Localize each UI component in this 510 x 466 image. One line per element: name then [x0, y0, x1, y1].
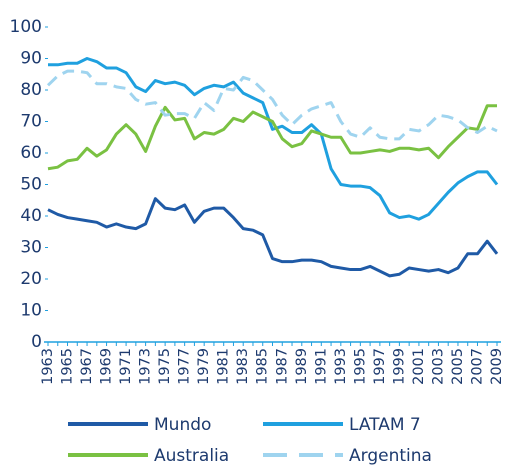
x-tick-label: 1995 — [352, 348, 368, 385]
x-tick-label: 1971 — [118, 348, 134, 385]
x-tick-label: 2009 — [489, 348, 505, 385]
x-tick-label: 1989 — [294, 348, 310, 385]
series-line — [46, 69, 498, 141]
y-tick-label: 40 — [20, 206, 42, 226]
x-tick-label: 2005 — [450, 348, 466, 385]
y-tick-label: 60 — [20, 143, 42, 163]
y-tick-label: 0 — [31, 332, 42, 352]
series-line — [47, 104, 497, 171]
x-tick-label: 1993 — [333, 348, 349, 385]
x-tick-label: 1985 — [255, 348, 271, 385]
y-tick-label: 90 — [20, 49, 42, 69]
x-tick-label: 1997 — [372, 348, 388, 385]
series-line — [47, 197, 499, 278]
y-tick-label: 100 — [10, 17, 42, 37]
legend-label: Mundo — [154, 415, 211, 435]
x-tick-label: 2001 — [411, 348, 427, 385]
y-tick-label: 10 — [20, 301, 42, 321]
x-tick-label: 1991 — [313, 348, 329, 385]
x-tick-label: 2003 — [430, 348, 446, 385]
legend-label: LATAM 7 — [349, 415, 421, 435]
legend-label: Australia — [154, 446, 229, 466]
y-tick-label: 80 — [20, 80, 42, 100]
x-tick-label: 1963 — [40, 348, 56, 385]
series-line — [48, 57, 499, 221]
y-tick-label: 70 — [20, 112, 42, 132]
x-tick-label: 1965 — [60, 348, 76, 385]
y-tick-label: 30 — [20, 238, 42, 258]
x-tick-label: 1967 — [79, 348, 95, 385]
y-tick-label: 50 — [20, 175, 42, 195]
x-tick-label: 1975 — [157, 348, 173, 385]
y-tick-label: 20 — [20, 269, 42, 289]
x-tick-label: 1999 — [391, 348, 407, 385]
x-tick-label: 1977 — [177, 348, 193, 385]
x-tick-label: 1969 — [99, 348, 115, 385]
x-tick-label: 1981 — [216, 348, 232, 385]
x-tick-label: 1979 — [196, 348, 212, 385]
x-tick-label: 1987 — [274, 348, 290, 385]
x-tick-label: 1973 — [138, 348, 154, 385]
x-tick-label: 2007 — [469, 348, 485, 385]
legend-label: Argentina — [349, 446, 432, 466]
x-tick-label: 1983 — [235, 348, 251, 385]
